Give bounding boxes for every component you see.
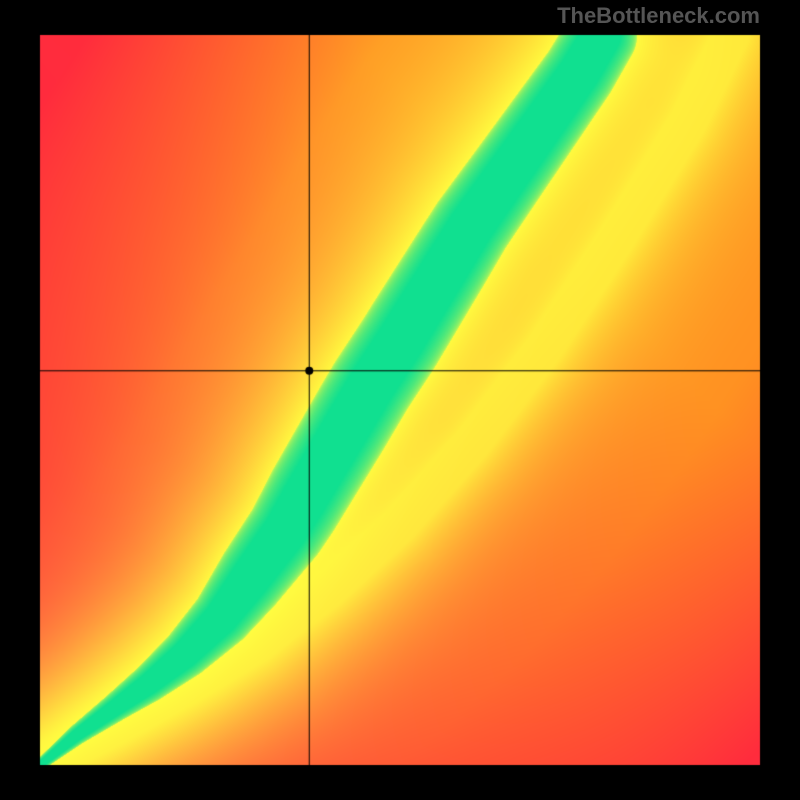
chart-container: TheBottleneck.com (0, 0, 800, 800)
heatmap-canvas (0, 0, 800, 800)
watermark-text: TheBottleneck.com (557, 3, 760, 29)
